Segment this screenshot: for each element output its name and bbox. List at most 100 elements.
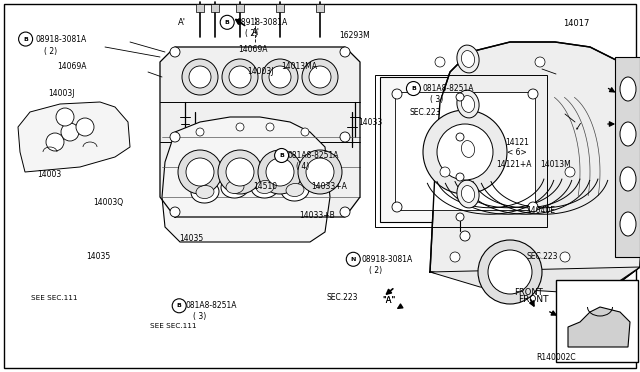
Circle shape (392, 202, 402, 212)
Polygon shape (162, 117, 330, 242)
Text: 14003J: 14003J (248, 67, 274, 76)
Text: 14013MA: 14013MA (282, 62, 317, 71)
Polygon shape (430, 42, 640, 287)
Text: A': A' (178, 18, 186, 27)
Circle shape (262, 59, 298, 95)
Text: 14121: 14121 (506, 138, 529, 147)
Polygon shape (18, 102, 130, 172)
Circle shape (196, 128, 204, 136)
Circle shape (488, 250, 532, 294)
Ellipse shape (226, 180, 244, 193)
Text: < 6>: < 6> (507, 148, 527, 157)
Circle shape (346, 252, 360, 266)
Circle shape (229, 66, 251, 88)
Circle shape (340, 207, 350, 217)
Circle shape (340, 47, 350, 57)
Circle shape (56, 108, 74, 126)
Text: 14033: 14033 (358, 118, 383, 127)
Text: 14033+A: 14033+A (312, 182, 348, 190)
Ellipse shape (461, 96, 475, 112)
Text: "A": "A" (383, 296, 396, 305)
Circle shape (266, 123, 274, 131)
Ellipse shape (196, 186, 214, 199)
Circle shape (189, 66, 211, 88)
Circle shape (258, 150, 302, 194)
Text: FRONT: FRONT (515, 288, 543, 296)
Text: 081A8-8251A: 081A8-8251A (288, 151, 339, 160)
Ellipse shape (457, 180, 479, 208)
Circle shape (298, 150, 342, 194)
Bar (380, 77, 545, 222)
Text: SEE SEC.111: SEE SEC.111 (150, 323, 197, 328)
Circle shape (565, 167, 575, 177)
Text: R140002C: R140002C (536, 353, 576, 362)
Ellipse shape (256, 180, 274, 193)
Ellipse shape (221, 176, 249, 198)
Circle shape (302, 59, 338, 95)
Text: "A": "A" (383, 296, 396, 305)
Text: 08918-3081A: 08918-3081A (237, 18, 288, 27)
Text: ( 3): ( 3) (430, 95, 444, 104)
Circle shape (535, 57, 545, 67)
Ellipse shape (461, 51, 475, 67)
Text: 08918-3081A: 08918-3081A (362, 255, 413, 264)
Text: 14040E: 14040E (526, 206, 555, 215)
Circle shape (275, 148, 289, 163)
Circle shape (170, 132, 180, 142)
Text: SEC.223: SEC.223 (410, 108, 441, 117)
Text: 14035: 14035 (179, 234, 204, 243)
Circle shape (528, 202, 538, 212)
Text: 14033+B: 14033+B (300, 211, 335, 219)
Text: B: B (177, 303, 182, 308)
Text: 14035: 14035 (86, 252, 111, 261)
Bar (196, 4, 204, 12)
Circle shape (172, 299, 186, 313)
Bar (236, 4, 244, 12)
Text: 14017: 14017 (563, 19, 589, 28)
Circle shape (440, 167, 450, 177)
Text: B: B (225, 20, 230, 25)
Text: FRONT: FRONT (518, 295, 549, 304)
Bar (276, 4, 284, 12)
Circle shape (182, 59, 218, 95)
Ellipse shape (620, 212, 636, 236)
Ellipse shape (281, 179, 309, 201)
Circle shape (456, 213, 464, 221)
Text: 16293M: 16293M (339, 31, 370, 40)
Circle shape (236, 123, 244, 131)
Ellipse shape (620, 122, 636, 146)
Circle shape (61, 123, 79, 141)
Circle shape (392, 89, 402, 99)
Circle shape (456, 93, 464, 101)
Text: 08918-3081A: 08918-3081A (35, 35, 86, 44)
Circle shape (309, 66, 331, 88)
Text: SEE SEC.111: SEE SEC.111 (31, 295, 77, 301)
Circle shape (340, 132, 350, 142)
Text: 14003Q: 14003Q (93, 198, 123, 207)
Text: B: B (23, 36, 28, 42)
Circle shape (478, 240, 542, 304)
Bar (395, 92, 535, 210)
Circle shape (406, 81, 420, 96)
Bar (556, 280, 638, 362)
Circle shape (222, 59, 258, 95)
Text: A': A' (252, 28, 260, 36)
Circle shape (269, 66, 291, 88)
Text: 14510: 14510 (253, 182, 277, 190)
Circle shape (435, 57, 445, 67)
Text: 081A8-8251A: 081A8-8251A (186, 301, 237, 310)
Circle shape (186, 158, 214, 186)
Circle shape (306, 158, 334, 186)
Circle shape (226, 158, 254, 186)
Circle shape (528, 89, 538, 99)
Ellipse shape (457, 45, 479, 73)
Circle shape (560, 252, 570, 262)
Text: 14003: 14003 (37, 170, 61, 179)
Text: ( 2): ( 2) (44, 47, 57, 56)
Text: N: N (351, 257, 356, 262)
Circle shape (46, 133, 64, 151)
Text: 081A8-8251A: 081A8-8251A (422, 84, 474, 93)
Text: ( 2): ( 2) (245, 29, 259, 38)
Ellipse shape (251, 176, 279, 198)
Circle shape (301, 128, 309, 136)
